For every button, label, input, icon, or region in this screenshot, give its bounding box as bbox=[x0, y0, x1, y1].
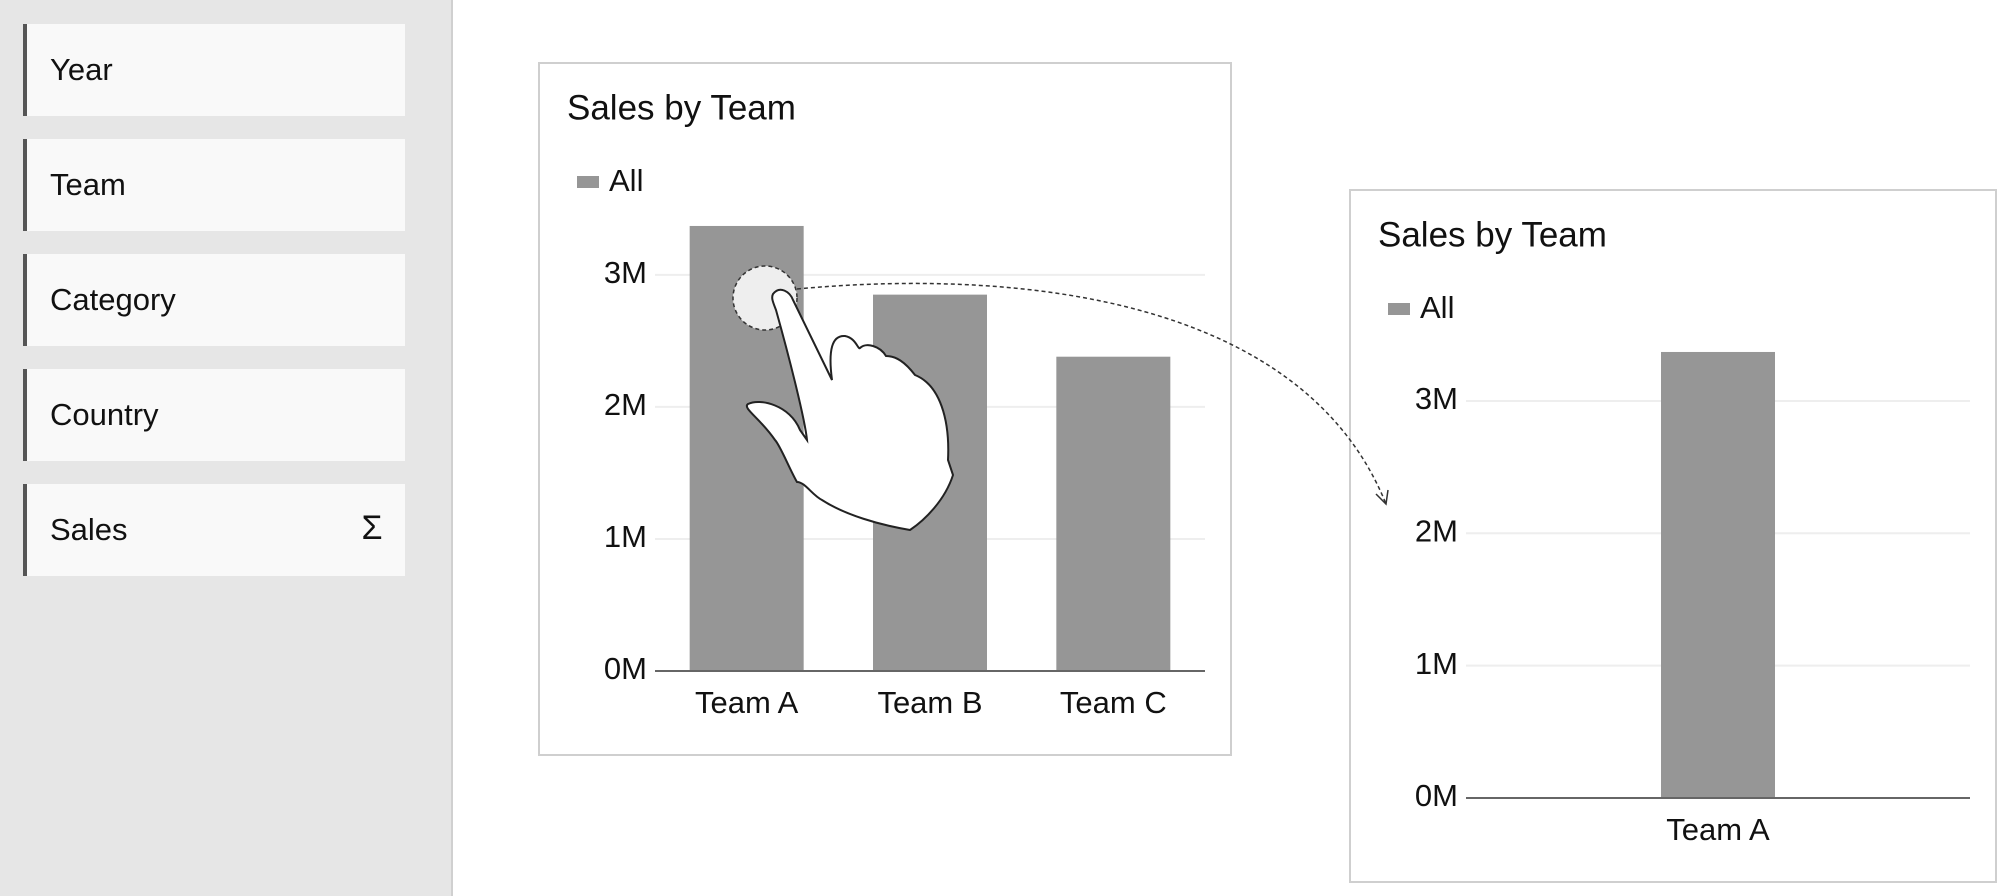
field-accent bbox=[23, 254, 27, 346]
chart-title: Sales by Team bbox=[1378, 215, 1607, 254]
sum-icon: Σ bbox=[361, 509, 382, 547]
field-box bbox=[23, 139, 405, 231]
field-accent bbox=[23, 24, 27, 116]
field-accent bbox=[23, 139, 27, 231]
y-tick-label: 1M bbox=[604, 519, 647, 554]
field-list: Year Team Category Country Sales Σ bbox=[23, 24, 405, 576]
hand-icon bbox=[745, 288, 955, 532]
legend-label: All bbox=[609, 163, 643, 198]
x-tick-label: Team A bbox=[695, 685, 799, 720]
field-accent bbox=[23, 369, 27, 461]
field-item[interactable]: Year bbox=[23, 24, 405, 116]
legend-swatch bbox=[577, 176, 599, 188]
drag-gesture bbox=[732, 265, 1389, 532]
field-accent bbox=[23, 484, 27, 576]
chart-title: Sales by Team bbox=[567, 88, 796, 127]
charts: Sales by Team All 0M 1M 2M 3M Team A Team B Team… bbox=[538, 62, 1997, 883]
bar bbox=[1056, 356, 1171, 671]
y-tick-label: 3M bbox=[1415, 381, 1458, 416]
field-item[interactable]: Sales Σ bbox=[23, 484, 405, 576]
field-label: Year bbox=[50, 52, 113, 87]
y-tick-label: 2M bbox=[1415, 513, 1458, 548]
legend-swatch bbox=[1388, 303, 1410, 315]
legend-label: All bbox=[1420, 290, 1454, 325]
y-tick-label: 0M bbox=[604, 651, 647, 686]
y-tick-label: 3M bbox=[604, 255, 647, 290]
field-box bbox=[23, 484, 405, 576]
field-item[interactable]: Country bbox=[23, 369, 405, 461]
field-label: Category bbox=[50, 282, 176, 317]
y-tick-label: 2M bbox=[604, 387, 647, 422]
field-box bbox=[23, 369, 405, 461]
x-tick-label: Team C bbox=[1060, 685, 1167, 720]
chart-panel: Sales by Team All 0M 1M 2M 3M Team A bbox=[1349, 189, 1997, 883]
field-box bbox=[23, 24, 405, 116]
field-item[interactable]: Team bbox=[23, 139, 405, 231]
x-tick-label: Team B bbox=[877, 685, 982, 720]
drag-arrowhead bbox=[1375, 489, 1389, 506]
field-label: Sales bbox=[50, 512, 128, 547]
y-tick-label: 1M bbox=[1415, 646, 1458, 681]
field-box bbox=[23, 254, 405, 346]
field-label: Country bbox=[50, 397, 159, 432]
field-label: Team bbox=[50, 167, 126, 202]
field-item[interactable]: Category bbox=[23, 254, 405, 346]
y-tick-label: 0M bbox=[1415, 778, 1458, 813]
x-tick-label: Team A bbox=[1666, 812, 1770, 847]
bar bbox=[1661, 351, 1775, 798]
drag-path bbox=[796, 282, 1387, 505]
